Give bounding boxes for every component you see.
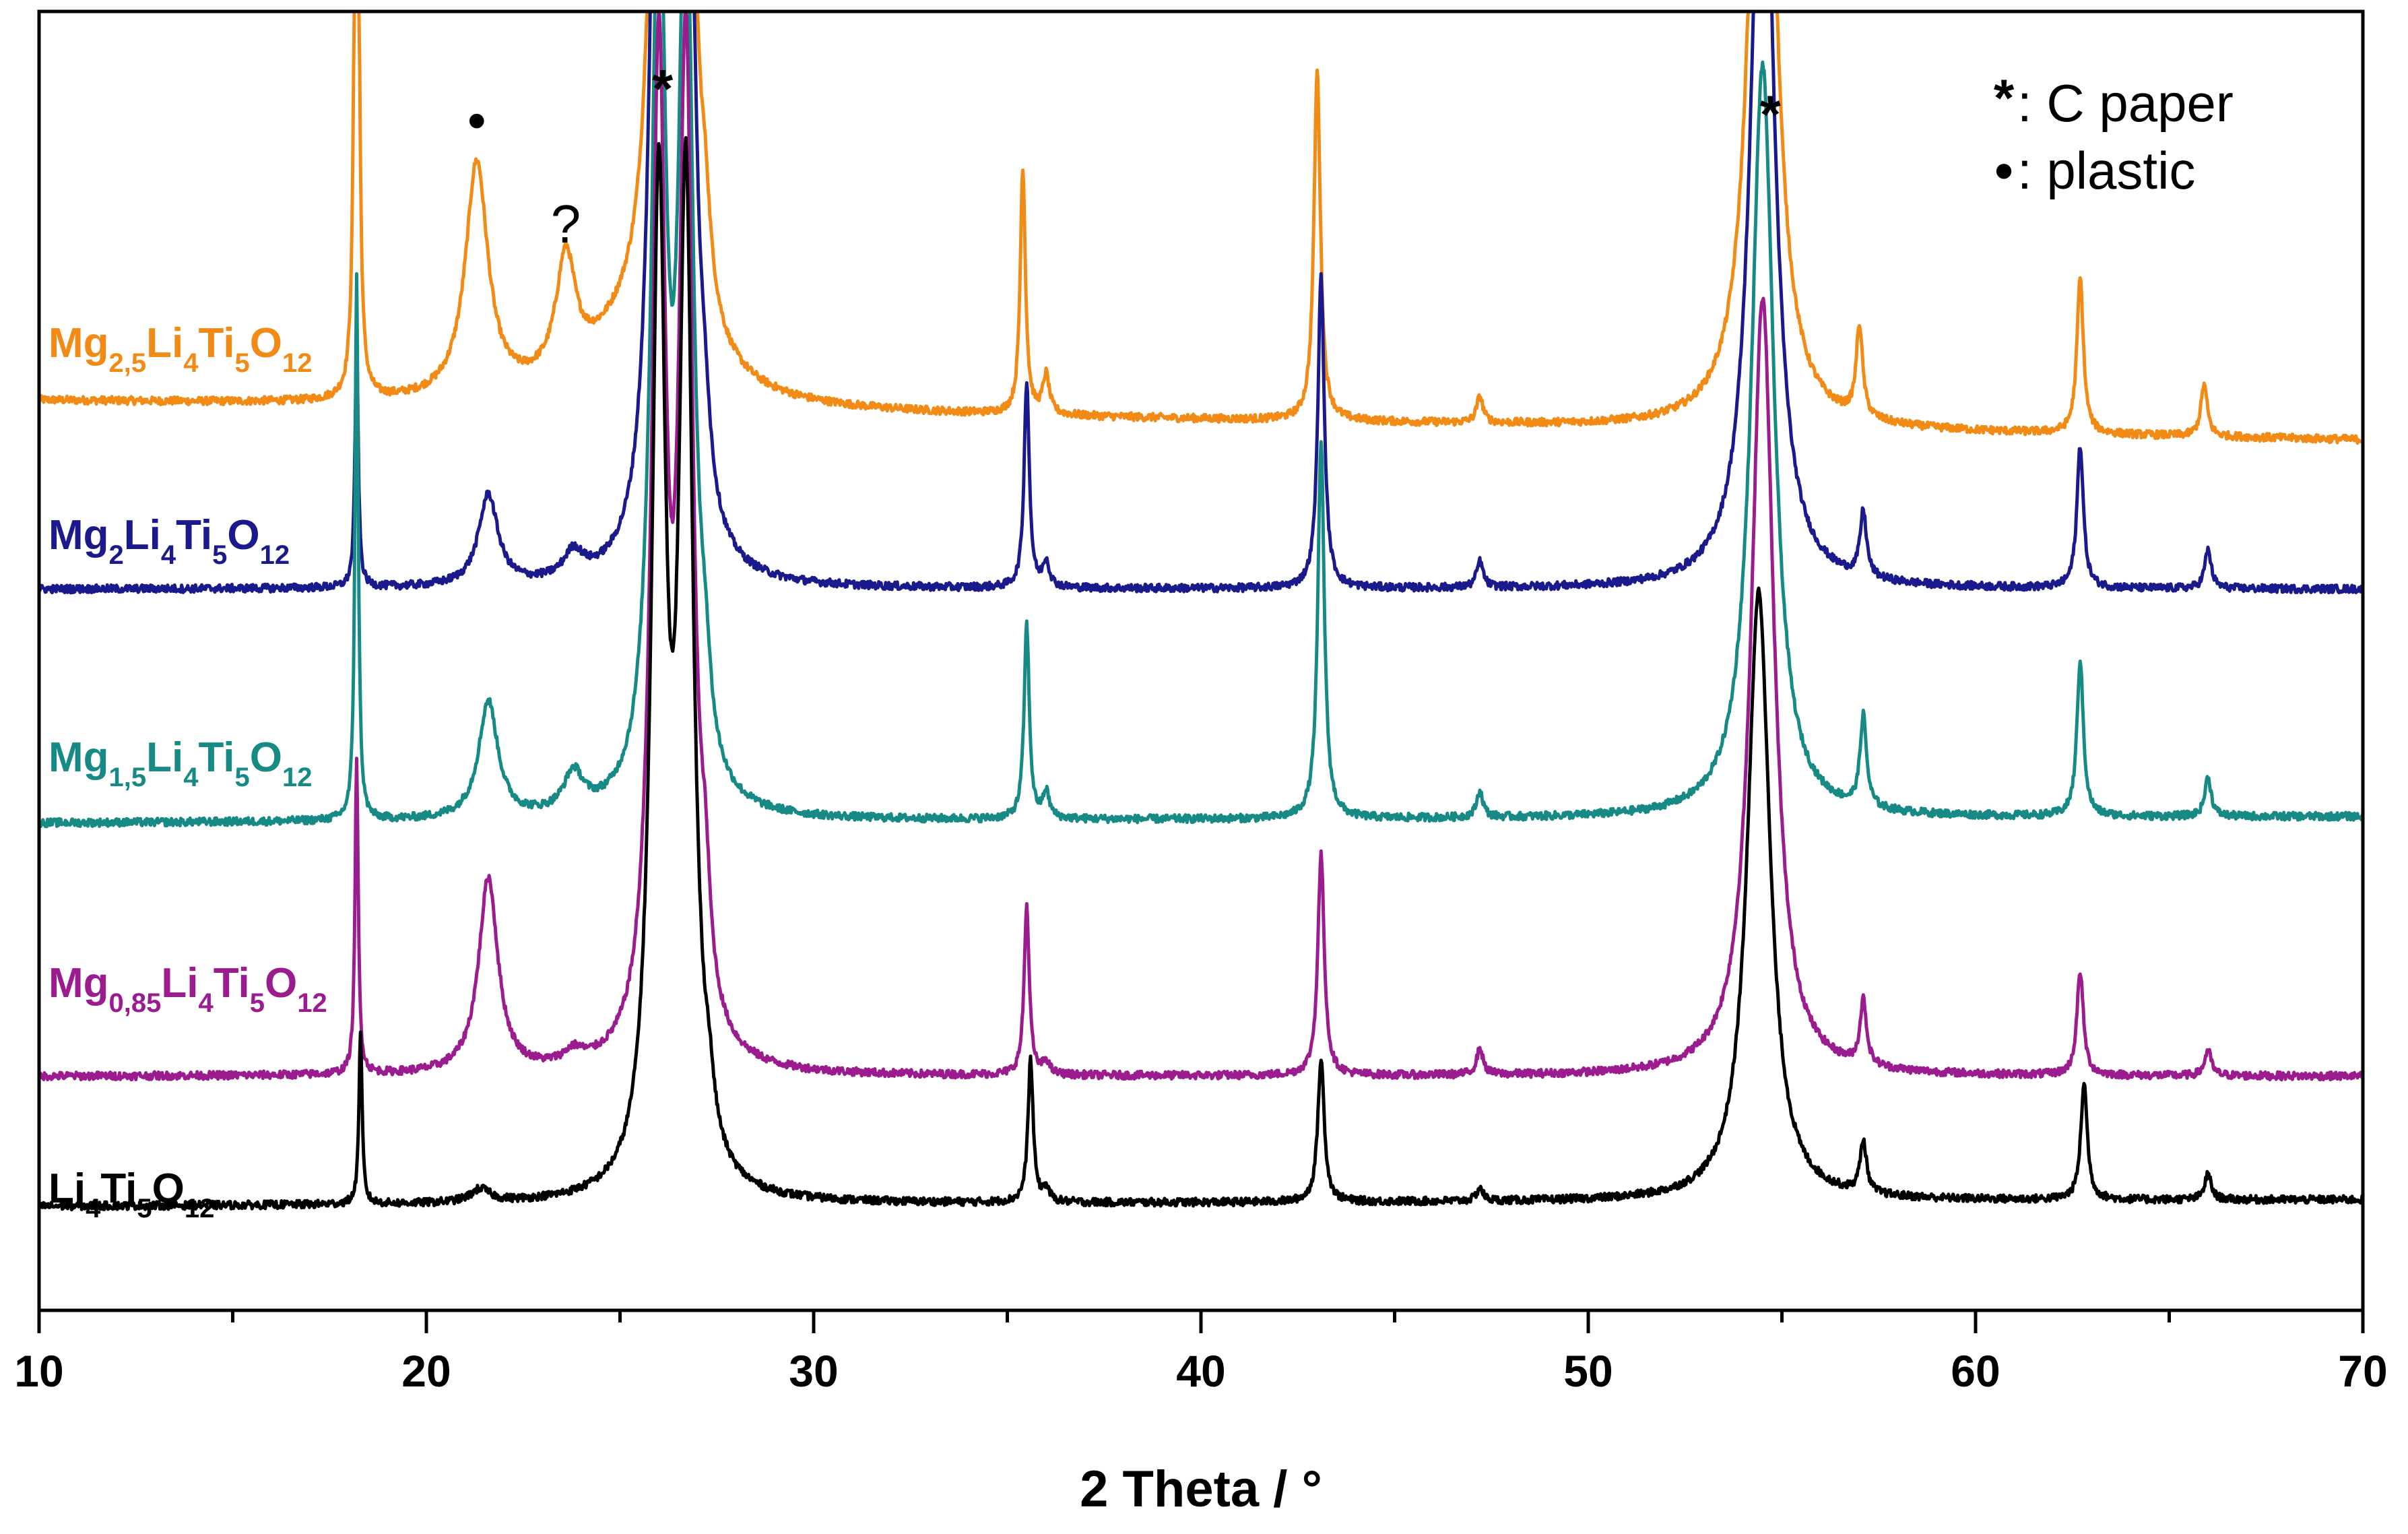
series-label-3: Mg0,85Li4Ti5O12 (48, 960, 327, 1018)
legend: *: C paper•: plastic (1994, 68, 2234, 200)
annotation-star-1: * (652, 59, 674, 119)
series-line-3 (38, 9, 2365, 1082)
x-tick-label-60: 60 (1951, 1346, 2000, 1396)
x-tick-label-30: 30 (789, 1346, 838, 1396)
x-tick-label-10: 10 (14, 1346, 63, 1396)
x-tick-label-40: 40 (1176, 1346, 1225, 1396)
legend-symbol-0: * (1994, 68, 2015, 127)
series-layer (37, 9, 2365, 1212)
series-line-2 (37, 9, 2365, 829)
series-line-1 (38, 9, 2365, 595)
annotation-layer: * * •? (467, 59, 1782, 254)
x-tick-label-20: 20 (401, 1346, 451, 1396)
series-label-layer: Mg2,5Li4Ti5O12 Mg2Li4Ti5O12 Mg1,5Li4Ti5O12… (48, 320, 327, 1223)
legend-symbol-1: • (1994, 141, 2013, 200)
series-label-0: Mg2,5Li4Ti5O12 (48, 320, 312, 378)
annotation-question: ? (551, 194, 581, 254)
series-line-0 (37, 9, 2365, 445)
x-tick-label-70: 70 (2338, 1346, 2387, 1396)
annotation-star-2: * (1760, 84, 1782, 144)
series-line-4 (38, 136, 2365, 1212)
x-axis-label: 2 Theta / ° (1080, 1461, 1322, 1518)
series-label-2: Mg1,5Li4Ti5O12 (48, 734, 312, 792)
x-axis: 10 20 30 40 50 60 70 (14, 1310, 2388, 1396)
series-label-4: Li4Ti5O12 (48, 1165, 214, 1223)
legend-text-0: : C paper (2017, 73, 2234, 133)
series-label-1: Mg2Li4Ti5O12 (48, 512, 290, 570)
x-tick-label-50: 50 (1563, 1346, 1613, 1396)
legend-text-1: : plastic (2017, 141, 2195, 200)
annotation-dot-1: • (467, 90, 486, 150)
